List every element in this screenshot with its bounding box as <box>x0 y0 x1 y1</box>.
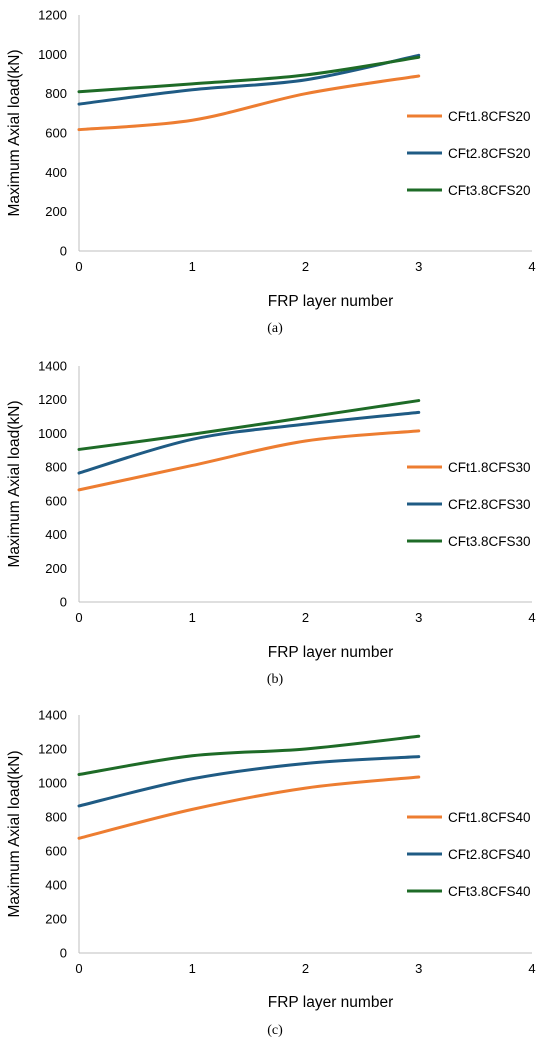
y-tick-label: 0 <box>60 946 67 961</box>
x-tick-label: 4 <box>528 259 535 274</box>
legend-label-1: CFt1.8CFS30 <box>448 460 531 475</box>
chart-panel-a: 0 200 400 600 800 1000 1200 0 1 2 3 4 Maximum Axial … <box>6 8 536 337</box>
y-tick-label: 200 <box>45 912 67 927</box>
x-axis-title: FRP layer number <box>268 994 393 1011</box>
y-tick-label: 400 <box>45 527 67 542</box>
legend-label-2: CFt2.8CFS40 <box>448 847 531 862</box>
x-tick-label: 0 <box>75 961 82 976</box>
y-tick-label: 1000 <box>38 47 67 62</box>
x-tick-label: 0 <box>75 259 82 274</box>
x-tick-label: 3 <box>415 961 422 976</box>
legend-label-1: CFt1.8CFS40 <box>448 810 531 825</box>
panel-caption: (b) <box>267 672 284 687</box>
series-line-2 <box>77 755 421 808</box>
legend-label-3: CFt3.8CFS40 <box>448 884 531 899</box>
series-line-1 <box>77 429 421 492</box>
series-line-1 <box>77 74 421 132</box>
y-tick-label: 0 <box>60 244 67 259</box>
y-axis-title: Maximum Axial load(kN) <box>6 750 23 917</box>
legend-label-1: CFt1.8CFS20 <box>448 109 531 124</box>
series-line-1 <box>77 775 421 840</box>
legend-label-3: CFt3.8CFS20 <box>448 183 531 198</box>
x-tick-label: 1 <box>189 259 196 274</box>
y-tick-label: 1000 <box>38 776 67 791</box>
y-axis-title: Maximum Axial load(kN) <box>6 49 23 216</box>
x-axis-title: FRP layer number <box>268 644 393 661</box>
x-tick-label: 2 <box>302 610 309 625</box>
y-axis-title: Maximum Axial load(kN) <box>6 400 23 567</box>
x-tick-label: 1 <box>189 961 196 976</box>
x-tick-label: 2 <box>302 259 309 274</box>
y-tick-label: 1400 <box>38 708 67 723</box>
x-tick-label: 3 <box>415 259 422 274</box>
y-tick-label: 400 <box>45 165 67 180</box>
x-tick-label: 4 <box>528 961 535 976</box>
y-tick-label: 800 <box>45 86 67 101</box>
y-tick-label: 1000 <box>38 426 67 441</box>
chart-panel-b: 0 200 400 600 800 1000 1200 1400 0 1 2 3 4 Maximum Ax… <box>6 359 536 688</box>
legend-label-3: CFt3.8CFS30 <box>448 534 531 549</box>
legend-label-2: CFt2.8CFS30 <box>448 497 531 512</box>
y-tick-label: 1200 <box>38 8 67 23</box>
x-tick-label: 1 <box>189 610 196 625</box>
y-tick-label: 800 <box>45 460 67 475</box>
y-tick-label: 600 <box>45 126 67 141</box>
y-tick-label: 800 <box>45 810 67 825</box>
x-axis-title: FRP layer number <box>268 293 393 310</box>
panel-caption: (a) <box>267 321 283 336</box>
y-tick-label: 0 <box>60 595 67 610</box>
panel-caption: (c) <box>267 1023 283 1038</box>
legend-label-2: CFt2.8CFS20 <box>448 146 531 161</box>
series-line-3 <box>77 55 421 94</box>
chart-panel-c: 0 200 400 600 800 1000 1200 1400 0 1 2 3 4 Maximum Ax… <box>6 708 536 1039</box>
series-line-2 <box>77 410 421 475</box>
y-tick-label: 1400 <box>38 359 67 374</box>
y-tick-label: 400 <box>45 878 67 893</box>
x-tick-label: 2 <box>302 961 309 976</box>
x-tick-label: 0 <box>75 610 82 625</box>
x-tick-label: 4 <box>528 610 535 625</box>
series-line-3 <box>77 399 421 451</box>
y-tick-label: 600 <box>45 844 67 859</box>
y-tick-label: 200 <box>45 204 67 219</box>
series-line-3 <box>77 734 421 776</box>
x-tick-label: 3 <box>415 610 422 625</box>
y-tick-label: 600 <box>45 493 67 508</box>
y-tick-label: 200 <box>45 561 67 576</box>
y-tick-label: 1200 <box>38 392 67 407</box>
y-tick-label: 1200 <box>38 742 67 757</box>
